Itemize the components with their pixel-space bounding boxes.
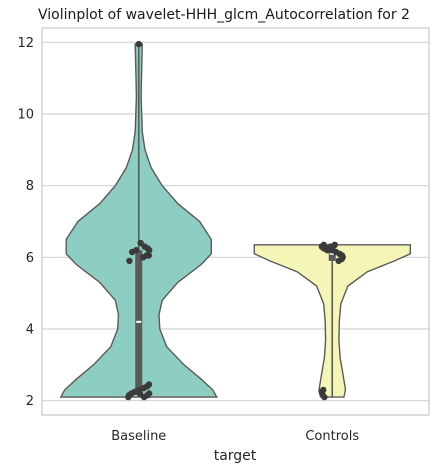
y-tick-2: 2: [26, 394, 34, 409]
x-axis-label: target: [214, 448, 257, 464]
violins: [59, 43, 411, 398]
strip-points: [125, 40, 346, 401]
point-controls: [335, 257, 342, 265]
chart-title: Violinplot of wavelet-HHH_glcm_Autocorre…: [38, 7, 410, 23]
x-tick-controls: Controls: [305, 429, 359, 444]
point-controls: [321, 393, 328, 401]
point-baseline: [140, 393, 148, 401]
point-baseline: [137, 239, 144, 247]
point-controls: [323, 245, 330, 252]
x-tick-labels: Baseline Controls: [111, 429, 359, 444]
y-tick-8: 8: [26, 179, 34, 194]
y-tick-6: 6: [26, 251, 34, 266]
x-tick-baseline: Baseline: [111, 429, 166, 444]
point-baseline: [136, 390, 144, 397]
point-baseline: [145, 381, 153, 388]
y-tick-10: 10: [17, 108, 34, 123]
point-baseline: [141, 243, 148, 250]
y-tick-12: 12: [17, 36, 34, 51]
inner-boxes: [135, 45, 336, 398]
point-baseline: [126, 257, 133, 265]
point-baseline: [145, 252, 152, 259]
plot-frame: [41, 27, 430, 416]
y-tick-labels: 2 4 6 8 10 12: [17, 36, 34, 409]
point-baseline: [135, 40, 142, 48]
point-baseline: [129, 248, 136, 256]
y-tick-4: 4: [26, 323, 34, 338]
iqr-box-baseline: [135, 250, 143, 390]
